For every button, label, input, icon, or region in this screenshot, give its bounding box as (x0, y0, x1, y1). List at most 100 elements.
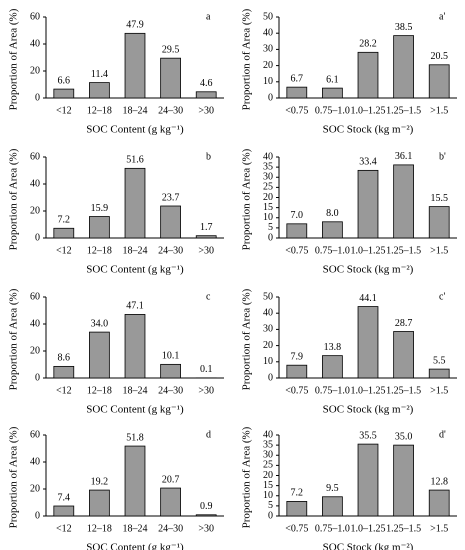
x-tick-label: 18–24 (123, 105, 148, 116)
bar (322, 221, 343, 239)
y-tick-label: 10 (263, 212, 273, 223)
x-tick-label: >1.5 (430, 523, 448, 534)
y-tick-label: 35 (263, 439, 273, 450)
y-tick-label: 15 (263, 202, 273, 213)
bar (124, 167, 146, 239)
bar (53, 88, 75, 99)
bar (160, 205, 181, 239)
y-tick-label: 50 (263, 291, 273, 302)
value-label: 35.0 (395, 431, 413, 442)
x-tick-label: 0.75–1.0 (315, 523, 350, 534)
bar (89, 331, 110, 379)
x-tick-label: 1.25–1.5 (386, 105, 421, 116)
y-tick-label: 0 (35, 510, 40, 521)
x-tick-label: <0.75 (285, 385, 308, 396)
value-label: 19.2 (91, 476, 109, 487)
bar (53, 227, 75, 239)
y-tick-label: 40 (263, 307, 273, 318)
x-tick-label: 12–18 (87, 523, 112, 534)
x-tick-label: <0.75 (285, 245, 308, 256)
value-label: 8.6 (58, 353, 71, 364)
y-tick-label: 30 (263, 450, 273, 461)
value-label: 0.1 (200, 364, 213, 375)
y-tick-label: 35 (263, 161, 273, 172)
value-label: 1.7 (200, 222, 213, 233)
y-tick-label: 20 (263, 340, 273, 351)
y-tick-label: 20 (30, 483, 40, 494)
y-tick-label: 60 (30, 291, 40, 302)
y-tick-label: 0 (268, 232, 273, 243)
y-axis-label: Proportion of Area (%) (8, 8, 20, 110)
panel-letter: a (206, 11, 211, 22)
y-tick-label: 0 (35, 372, 40, 383)
value-label: 9.5 (326, 483, 339, 494)
value-label: 7.0 (291, 210, 304, 221)
bar (393, 331, 414, 379)
bar (195, 91, 217, 99)
value-label: 10.1 (162, 351, 180, 362)
panel-letter: c (206, 291, 211, 302)
y-tick-label: 0 (268, 92, 273, 103)
value-label: 35.5 (359, 430, 377, 441)
y-axis-label: Proportion of Area (%) (241, 148, 253, 250)
x-tick-label: 1.0–1.25 (351, 523, 386, 534)
x-tick-label: 1.0–1.25 (351, 245, 386, 256)
value-label: 47.9 (126, 20, 144, 31)
bar (357, 443, 379, 517)
y-tick-label: 10 (263, 490, 273, 501)
y-axis-label: Proportion of Area (%) (241, 426, 253, 528)
value-label: 28.7 (395, 318, 413, 329)
x-tick-label: <0.75 (285, 105, 308, 116)
x-axis-label: SOC Stock (kg m⁻²) (323, 542, 414, 550)
x-axis-label: SOC Stock (kg m⁻²) (323, 124, 414, 136)
bar (322, 87, 343, 99)
x-tick-label: 1.25–1.5 (386, 245, 421, 256)
bar (286, 223, 308, 239)
y-tick-label: 20 (30, 345, 40, 356)
bar (286, 501, 308, 517)
x-tick-label: 24–30 (158, 105, 183, 116)
value-label: 20.7 (162, 474, 180, 485)
y-axis-label: Proportion of Area (%) (8, 148, 20, 250)
value-label: 38.5 (395, 22, 413, 33)
x-tick-label: >1.5 (430, 245, 448, 256)
y-tick-label: 5 (268, 500, 273, 511)
bar (357, 306, 379, 379)
x-tick-label: <12 (56, 245, 72, 256)
x-tick-label: <12 (56, 105, 72, 116)
bar (53, 365, 75, 379)
bar (286, 364, 308, 379)
x-axis-label: SOC Content (g kg⁻¹) (86, 124, 184, 136)
value-label: 51.8 (126, 432, 144, 443)
bar (357, 169, 379, 239)
y-tick-label: 60 (30, 151, 40, 162)
x-tick-label: 1.25–1.5 (386, 385, 421, 396)
value-label: 44.1 (359, 293, 377, 304)
bar (428, 368, 450, 379)
bar (124, 314, 146, 379)
panel-letter: a' (439, 11, 445, 22)
x-tick-label: 24–30 (158, 385, 183, 396)
value-label: 15.5 (430, 193, 448, 204)
y-tick-label: 40 (30, 318, 40, 329)
x-tick-label: 18–24 (123, 385, 148, 396)
x-tick-label: 1.25–1.5 (386, 523, 421, 534)
y-axis-label: Proportion of Area (%) (8, 288, 20, 390)
value-label: 51.6 (126, 155, 144, 166)
y-axis-label: Proportion of Area (%) (241, 8, 253, 110)
x-tick-label: >1.5 (430, 105, 448, 116)
bar (428, 489, 450, 517)
x-tick-label: <12 (56, 385, 72, 396)
value-label: 12.8 (430, 476, 448, 487)
x-axis-label: SOC Content (g kg⁻¹) (86, 404, 184, 416)
y-tick-label: 50 (263, 11, 273, 22)
y-tick-label: 0 (268, 510, 273, 521)
x-tick-label: 0.75–1.0 (315, 245, 350, 256)
y-axis-label: Proportion of Area (%) (8, 426, 20, 528)
y-tick-label: 40 (30, 456, 40, 467)
y-tick-label: 15 (263, 480, 273, 491)
x-axis-label: SOC Stock (kg m⁻²) (323, 404, 414, 416)
bar (124, 32, 146, 99)
x-tick-label: 0.75–1.0 (315, 105, 350, 116)
